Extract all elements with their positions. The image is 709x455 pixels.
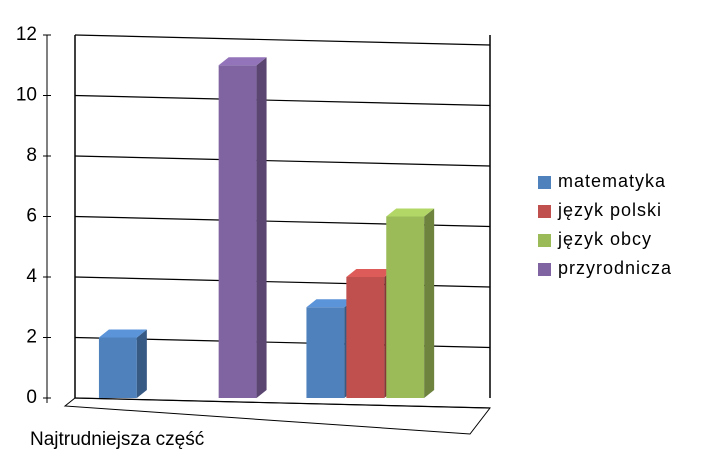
y-tick-label: 6	[26, 206, 37, 227]
bar-top	[98, 329, 147, 338]
bar	[218, 57, 267, 398]
y-tick-label: 8	[26, 145, 37, 166]
bar-top	[386, 208, 435, 217]
y-tick-label: 10	[16, 85, 37, 106]
plot-area: 0 2 4 6 8 10 12 Najtrudniejsza część	[16, 24, 491, 450]
legend-label: przyrodnicza	[558, 258, 672, 278]
bar-top	[218, 57, 267, 66]
bar-front	[346, 277, 385, 398]
y-tick-label: 12	[16, 24, 37, 45]
bar	[386, 208, 435, 398]
legend-label: język polski	[557, 200, 662, 220]
grid-line	[74, 94, 491, 107]
grid-line	[74, 34, 491, 46]
bar-top	[346, 269, 395, 277]
bar	[98, 329, 147, 398]
bar-side	[256, 57, 267, 398]
y-tick-label: 4	[26, 266, 37, 287]
legend-swatch	[538, 176, 551, 189]
bar-front	[98, 337, 137, 398]
legend-label: język obcy	[557, 229, 652, 249]
legend-swatch	[538, 205, 551, 218]
y-tick-label: 2	[26, 327, 37, 348]
bar-side	[424, 208, 435, 398]
legend-swatch	[538, 263, 551, 276]
legend: matematyka język polski język obcy przyrodn…	[538, 171, 672, 278]
bar-top	[306, 299, 355, 308]
legend-label: matematyka	[558, 171, 666, 191]
legend-swatch	[538, 234, 551, 247]
bar-front	[386, 216, 425, 398]
bar-front	[306, 307, 345, 398]
x-tick-label: Najtrudniejsza część	[30, 429, 204, 450]
grid-line	[74, 397, 491, 409]
y-tick-label: 0	[26, 387, 37, 408]
bar-side	[136, 329, 147, 398]
grid-line	[74, 155, 491, 167]
bar-front	[218, 65, 257, 398]
